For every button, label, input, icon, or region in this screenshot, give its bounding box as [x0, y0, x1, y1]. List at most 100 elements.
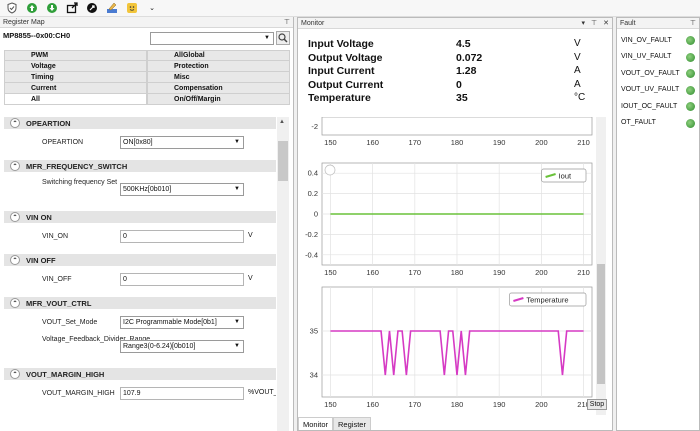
tab-protection[interactable]: Protection: [147, 61, 290, 72]
download-icon[interactable]: [46, 2, 58, 14]
readout-label: Output Current: [308, 78, 384, 91]
y-tick-label: -2: [311, 122, 318, 131]
monitor-scrollbar[interactable]: [596, 117, 606, 415]
register-map-title: Register Map: [3, 18, 45, 26]
readout-unit: A: [574, 78, 581, 90]
tab-register[interactable]: Register: [333, 417, 371, 430]
upload-icon[interactable]: [26, 2, 38, 14]
section-header[interactable]: ⌃ MFR_VOUT_CTRL: [4, 297, 276, 309]
pin-icon[interactable]: ⊤: [283, 19, 290, 26]
section-header[interactable]: ⌃ VIN OFF: [4, 254, 276, 266]
fault-item: OT_FAULT: [621, 117, 697, 129]
register-list-scrollbar[interactable]: ▲: [277, 117, 289, 431]
readout-value: 0: [456, 78, 462, 91]
collapse-chevron-icon[interactable]: ⌃: [10, 255, 20, 265]
shield-icon[interactable]: [6, 2, 18, 14]
field-select[interactable]: 500KHz[0b010] ▼: [120, 182, 244, 196]
field-select[interactable]: ON[0x80] ▼: [120, 135, 244, 149]
tab-all[interactable]: All: [4, 94, 147, 105]
x-tick-label: 160: [366, 400, 379, 409]
x-tick-label: 180: [451, 400, 464, 409]
zoom-handle-icon[interactable]: [324, 164, 336, 176]
section-header[interactable]: ⌃ VOUT_MARGIN_HIGH: [4, 368, 276, 380]
x-tick-label: 190: [493, 138, 506, 147]
readout-value: 0.072: [456, 51, 483, 64]
search-icon: [278, 33, 288, 43]
monitor-bottom-tabs: Monitor Register: [298, 417, 371, 430]
field-value: 107.9: [123, 389, 141, 397]
section-header[interactable]: ⌃ MFR_FREQUENCY_SWITCH: [4, 160, 276, 172]
readout-row: Temperature 35 °C: [306, 92, 596, 106]
tab-timing[interactable]: Timing: [4, 72, 147, 83]
field-select[interactable]: I2C Programmable Mode[0b1] ▼: [120, 315, 244, 329]
status-indicator-icon: [686, 102, 695, 111]
status-indicator-icon: [686, 118, 695, 128]
export-icon[interactable]: [66, 2, 78, 14]
x-tick-label: 210: [577, 400, 590, 409]
readout-label: Input Voltage: [308, 38, 374, 50]
collapse-chevron-icon[interactable]: ⌃: [10, 161, 20, 171]
section-header[interactable]: ⌃ OPEARTION: [4, 117, 276, 129]
tab-compensation[interactable]: Compensation: [147, 83, 290, 94]
readout-row: Input Voltage 4.5 V: [306, 38, 596, 52]
tab-misc[interactable]: Misc: [147, 72, 290, 83]
search-button[interactable]: [276, 31, 290, 45]
overflow-chevron-icon[interactable]: ⌄: [149, 5, 155, 12]
y-tick-label: -0.4: [305, 250, 318, 259]
y-tick-label: 0: [314, 210, 318, 219]
smile-icon[interactable]: [126, 2, 138, 14]
field-input[interactable]: 107.9: [120, 386, 244, 400]
field-select[interactable]: Range3(0-6.24)[0b010] ▼: [120, 339, 244, 353]
fault-label: VIN_OV_FAULT: [621, 36, 672, 44]
scroll-up-icon[interactable]: ▲: [279, 119, 285, 125]
x-tick-label: 150: [324, 400, 337, 409]
field-input[interactable]: 0: [120, 229, 244, 243]
tab-allglobal[interactable]: AllGlobal: [147, 50, 290, 61]
dropdown-icon[interactable]: ▾: [581, 20, 586, 27]
tab-voltage[interactable]: Voltage: [4, 61, 147, 72]
x-tick-label: 190: [493, 268, 506, 277]
collapse-chevron-icon[interactable]: ⌃: [10, 212, 20, 222]
section-title: MFR_VOUT_CTRL: [26, 298, 92, 308]
tab-on-off-margin[interactable]: On/Off/Margin: [147, 94, 290, 105]
readout-label: Temperature: [308, 92, 371, 104]
section-title: VIN ON: [26, 212, 52, 222]
readout-row: Output Current 0 A: [306, 79, 596, 93]
collapse-chevron-icon[interactable]: ⌃: [10, 369, 20, 379]
stop-button[interactable]: Stop: [587, 399, 607, 410]
device-select[interactable]: ▼: [150, 32, 274, 45]
fault-title: Fault: [620, 19, 636, 27]
legend-box: [541, 168, 587, 183]
monitor-scroll-thumb[interactable]: [597, 264, 605, 384]
field-input[interactable]: 0: [120, 272, 244, 286]
status-indicator-icon: [686, 69, 695, 78]
collapse-chevron-icon[interactable]: ⌃: [10, 118, 20, 128]
pin-icon[interactable]: ⊤: [689, 20, 696, 27]
register-category-tabs: PWM AllGlobal Voltage Protection Timing Misc C…: [4, 50, 290, 105]
close-icon[interactable]: ✕: [603, 20, 609, 27]
collapse-chevron-icon[interactable]: ⌃: [10, 298, 20, 308]
tab-pwm[interactable]: PWM: [4, 50, 147, 61]
section-header[interactable]: ⌃ VIN ON: [4, 211, 276, 223]
tab-monitor[interactable]: Monitor: [298, 417, 334, 430]
record-icon[interactable]: [86, 2, 98, 14]
readout-value: 1.28: [456, 65, 477, 77]
y-tick-label: 35: [310, 327, 318, 336]
fault-panel: Fault ⊤ VIN_OV_FAULT VIN_UV_FAULT VOUT_OV_…: [616, 17, 700, 431]
fault-item: VOUT_OV_FAULT: [621, 67, 697, 79]
register-list: ⌃ OPEARTION OPEARTION ON[0x80] ▼ ⌃ MFR_FREQUEN…: [4, 117, 276, 431]
register-list-scroll-thumb[interactable]: [278, 141, 288, 181]
field-label: VOUT_MARGIN_HIGH: [42, 390, 115, 397]
readout-value: 4.5: [456, 38, 471, 50]
chevron-down-icon: ▼: [234, 318, 240, 325]
field-value: 0: [123, 275, 127, 283]
x-tick-label: 210: [577, 268, 590, 277]
tab-current[interactable]: Current: [4, 83, 147, 94]
chevron-down-icon: ▼: [234, 185, 240, 192]
edit-icon[interactable]: [106, 2, 118, 14]
pin-icon[interactable]: ⊤: [591, 20, 598, 27]
field-value: Range3(0-6.24)[0b010]: [123, 342, 196, 350]
section-title: VIN OFF: [26, 255, 56, 265]
readout-table: Input Voltage 4.5 V Output Voltage 0.072 V Inp…: [306, 38, 596, 106]
legend-label: Iout: [559, 172, 572, 181]
